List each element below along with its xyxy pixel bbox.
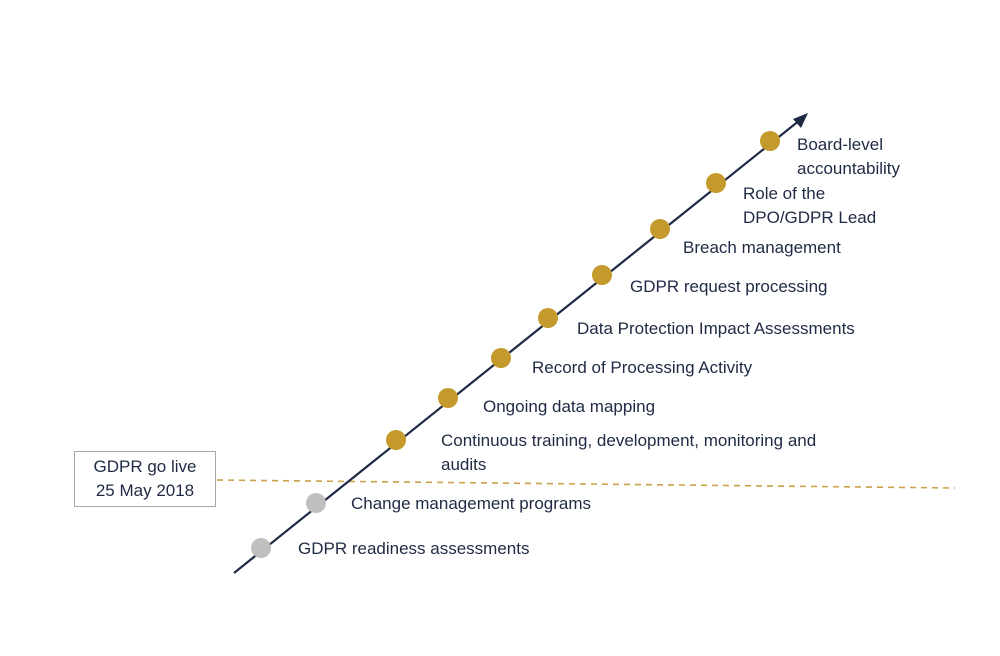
milestone-dot xyxy=(491,348,511,368)
milestone-label-continuous-training: Continuous training, development, monito… xyxy=(441,431,817,474)
golive-callout: GDPR go live 25 May 2018 xyxy=(74,451,216,507)
milestone-label-dpia: Data Protection Impact Assessments xyxy=(577,319,855,338)
milestone-dot xyxy=(592,265,612,285)
milestone-dot xyxy=(538,308,558,328)
milestone-label-request-processing: GDPR request processing xyxy=(630,277,828,296)
milestone-label-board-accountability: Board-level accountability xyxy=(797,135,901,178)
milestone-label-readiness-assessments: GDPR readiness assessments xyxy=(298,539,530,558)
milestone-label-breach-management: Breach management xyxy=(683,238,841,257)
milestone-dot xyxy=(438,388,458,408)
golive-date: 25 May 2018 xyxy=(95,481,195,500)
milestone-label-dpo-role: Role of the DPO/GDPR Lead xyxy=(743,184,877,227)
timeline-arrow-line xyxy=(233,119,801,574)
milestone-label-processing-record: Record of Processing Activity xyxy=(532,358,753,377)
milestone-dot xyxy=(306,493,326,513)
milestone-dot xyxy=(706,173,726,193)
milestone-label-data-mapping: Ongoing data mapping xyxy=(483,397,656,416)
timeline-arrowhead xyxy=(793,113,808,128)
golive-title: GDPR go live xyxy=(93,457,197,476)
milestone-dot xyxy=(386,430,406,450)
milestone-dot xyxy=(650,219,670,239)
milestone-label-change-management: Change management programs xyxy=(351,494,592,513)
milestone-dot xyxy=(760,131,780,151)
milestone-dot xyxy=(251,538,271,558)
golive-dashed-line xyxy=(216,479,956,489)
